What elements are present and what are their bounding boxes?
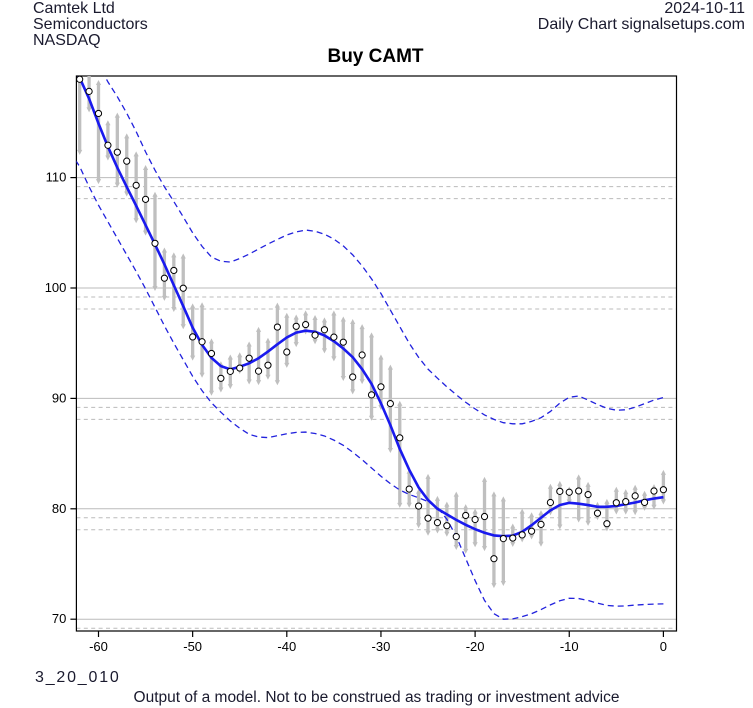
svg-text:90: 90 <box>52 390 66 405</box>
svg-text:70: 70 <box>52 611 66 626</box>
svg-text:-20: -20 <box>466 639 485 654</box>
svg-text:-60: -60 <box>89 639 108 654</box>
svg-text:100: 100 <box>45 280 67 295</box>
svg-text:-30: -30 <box>372 639 391 654</box>
svg-text:-40: -40 <box>277 639 296 654</box>
svg-text:80: 80 <box>52 501 66 516</box>
svg-text:0: 0 <box>660 639 667 654</box>
svg-text:-10: -10 <box>560 639 579 654</box>
svg-text:-50: -50 <box>183 639 202 654</box>
svg-text:110: 110 <box>46 170 67 185</box>
